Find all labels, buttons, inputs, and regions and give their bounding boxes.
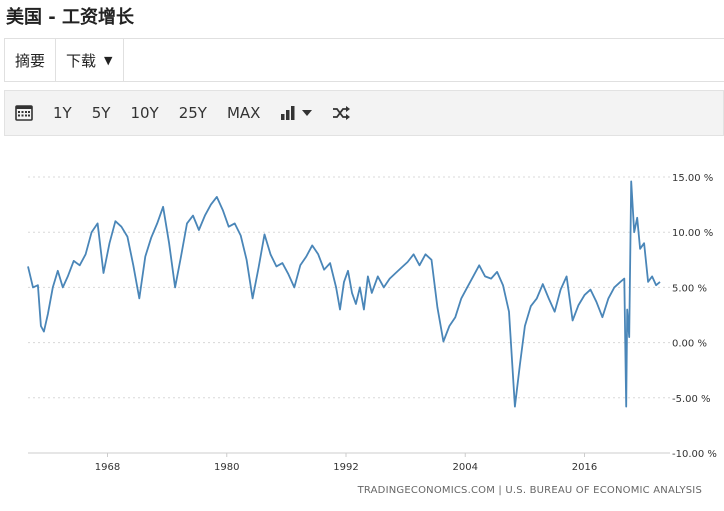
tab-summary-label: 摘要 bbox=[15, 51, 46, 70]
x-tick-label: 1968 bbox=[95, 462, 120, 473]
chart-toolbar: 1Y 5Y 10Y 25Y MAX bbox=[4, 90, 724, 136]
chart-area: 15.00 % 10.00 % 5.00 % 0.00 % -5.00 % -10.00 … bbox=[0, 140, 724, 511]
chevron-down-icon bbox=[302, 110, 313, 116]
page-title: 美国 - 工资增长 bbox=[6, 7, 135, 28]
chart-type-button[interactable] bbox=[280, 106, 313, 120]
y-tick-label: 15.00 % bbox=[672, 173, 713, 184]
tab-download-label: 下载 bbox=[66, 51, 97, 70]
caret-down-icon: ▼ bbox=[104, 53, 113, 67]
y-tick-label: -10.00 % bbox=[672, 449, 717, 460]
compare-button[interactable] bbox=[332, 106, 351, 120]
series-line bbox=[27, 180, 661, 408]
bar-chart-icon bbox=[281, 106, 295, 120]
x-tick-label: 2004 bbox=[453, 462, 478, 473]
x-tick-label: 2016 bbox=[572, 462, 597, 473]
calendar-icon bbox=[15, 105, 33, 121]
x-tick-label: 1992 bbox=[333, 462, 358, 473]
range-5y-button[interactable]: 5Y bbox=[91, 104, 111, 122]
range-25y-button[interactable]: 25Y bbox=[178, 104, 207, 122]
tab-bar: 摘要 下载 ▼ bbox=[4, 38, 724, 82]
calendar-button[interactable] bbox=[15, 105, 33, 121]
wage-growth-line-chart: 15.00 % 10.00 % 5.00 % 0.00 % -5.00 % -10.00 … bbox=[27, 173, 717, 473]
shuffle-icon bbox=[333, 106, 351, 120]
y-tick-label: -5.00 % bbox=[672, 394, 711, 405]
x-tick-label: 1980 bbox=[214, 462, 239, 473]
y-tick-label: 0.00 % bbox=[672, 339, 707, 350]
tab-download[interactable]: 下载 ▼ bbox=[56, 39, 124, 81]
source-credit: TRADINGECONOMICS.COM | U.S. BUREAU OF EC… bbox=[357, 485, 702, 496]
y-tick-label: 5.00 % bbox=[672, 283, 707, 294]
y-tick-label: 10.00 % bbox=[672, 228, 713, 239]
range-1y-button[interactable]: 1Y bbox=[53, 104, 72, 122]
range-max-button[interactable]: MAX bbox=[226, 104, 261, 122]
tab-summary[interactable]: 摘要 bbox=[5, 39, 57, 81]
range-10y-button[interactable]: 10Y bbox=[130, 104, 159, 122]
